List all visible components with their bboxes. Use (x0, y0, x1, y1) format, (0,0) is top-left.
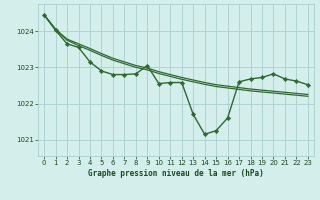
X-axis label: Graphe pression niveau de la mer (hPa): Graphe pression niveau de la mer (hPa) (88, 169, 264, 178)
